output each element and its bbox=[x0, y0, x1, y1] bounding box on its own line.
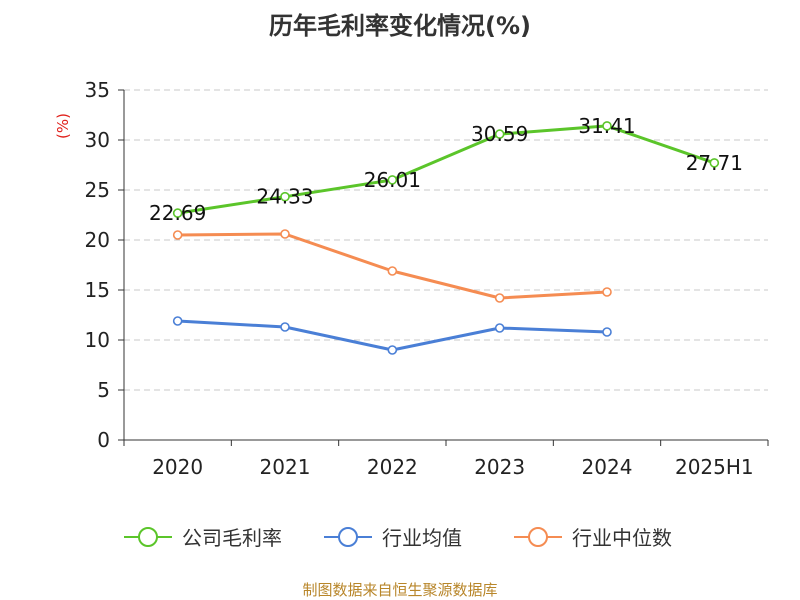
data-point bbox=[280, 322, 290, 332]
axes: 0 5 10 15 20 25 30 35 2020 2021 2022 2023 2024 2025H1 bbox=[85, 78, 769, 479]
y-tick-label: 15 bbox=[85, 278, 110, 302]
data-label: 26.01 bbox=[364, 168, 421, 192]
data-label: 24.33 bbox=[256, 185, 313, 209]
data-point bbox=[172, 230, 183, 240]
legend-marker bbox=[528, 527, 548, 547]
series-lines bbox=[172, 121, 720, 355]
data-label: 27.71 bbox=[686, 151, 743, 175]
legend: 公司毛利率 行业均值 行业中位数 bbox=[124, 526, 672, 550]
data-point bbox=[387, 266, 398, 276]
legend-marker bbox=[138, 527, 158, 547]
data-point bbox=[280, 229, 290, 239]
y-tick-label: 10 bbox=[85, 328, 110, 352]
legend-item[interactable]: 行业中位数 bbox=[514, 526, 672, 550]
data-point bbox=[494, 323, 505, 333]
chart-title: 历年毛利率变化情况(%) bbox=[269, 12, 531, 40]
data-point bbox=[494, 293, 505, 303]
series-2 bbox=[172, 229, 612, 303]
y-tick-label: 25 bbox=[85, 178, 110, 202]
x-tick-label: 2024 bbox=[582, 455, 633, 479]
data-point bbox=[494, 129, 505, 139]
series-line bbox=[176, 232, 609, 300]
legend-item[interactable]: 行业均值 bbox=[324, 526, 462, 550]
y-tick-label: 0 bbox=[97, 428, 110, 452]
data-point bbox=[602, 121, 612, 131]
x-tick-label: 2021 bbox=[260, 455, 311, 479]
series-line bbox=[176, 124, 716, 215]
data-point bbox=[602, 287, 612, 297]
legend-item[interactable]: 公司毛利率 bbox=[124, 526, 282, 550]
legend-marker bbox=[338, 527, 358, 547]
x-tick-label: 2023 bbox=[474, 455, 525, 479]
y-tick-label: 5 bbox=[97, 378, 110, 402]
data-point bbox=[387, 345, 398, 355]
legend-label: 行业均值 bbox=[382, 526, 462, 550]
source-note: 制图数据来自恒生聚源数据库 bbox=[302, 581, 497, 599]
data-label: 22.69 bbox=[149, 201, 206, 225]
data-point bbox=[172, 316, 183, 326]
x-tick-label: 2020 bbox=[152, 455, 203, 479]
series-0 bbox=[172, 121, 720, 218]
data-point bbox=[709, 158, 720, 168]
data-point bbox=[280, 191, 290, 202]
y-tick-label: 20 bbox=[85, 228, 110, 252]
data-point bbox=[172, 208, 183, 218]
legend-label: 行业中位数 bbox=[572, 526, 672, 550]
series-1 bbox=[172, 316, 612, 355]
x-tick-label: 2025H1 bbox=[675, 455, 754, 479]
y-tick-label: 30 bbox=[85, 128, 110, 152]
legend-label: 公司毛利率 bbox=[182, 526, 282, 550]
x-tick-label: 2022 bbox=[367, 455, 418, 479]
gridlines bbox=[124, 89, 768, 391]
data-point bbox=[602, 327, 612, 337]
data-label: 30.59 bbox=[471, 122, 528, 146]
y-axis-unit-label: (%) bbox=[54, 113, 72, 139]
data-label: 31.41 bbox=[578, 114, 635, 138]
data-labels: 22.69 24.33 26.01 30.59 31.41 27.71 bbox=[149, 114, 743, 225]
data-point bbox=[387, 175, 398, 185]
y-tick-label: 35 bbox=[85, 78, 110, 102]
